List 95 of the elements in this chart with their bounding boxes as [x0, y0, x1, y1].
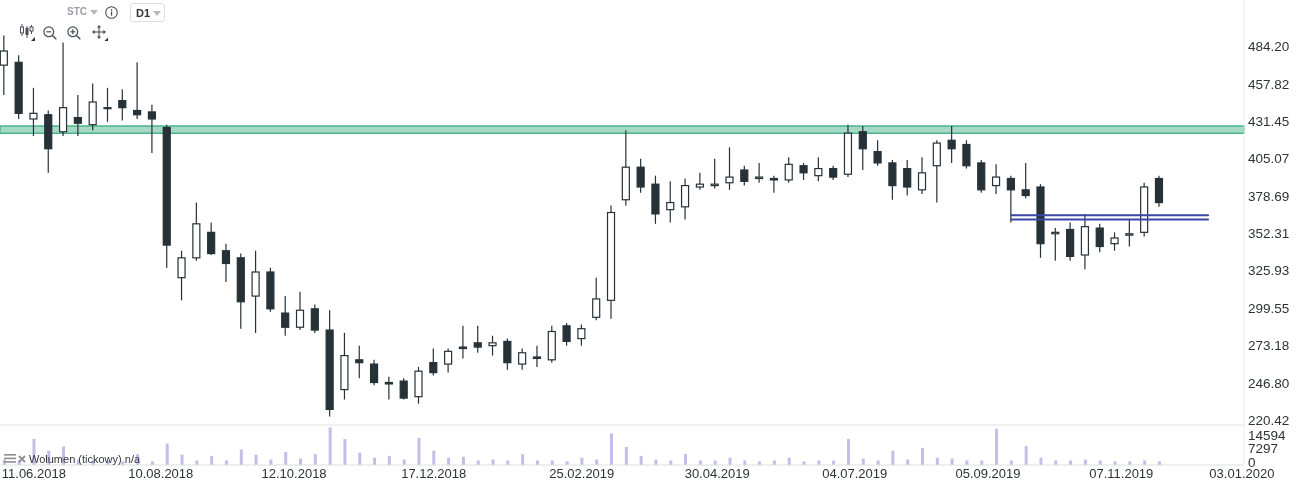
candlestick [103, 87, 112, 123]
candlestick [1021, 162, 1030, 199]
x-tick-label: 07.11.2019 [1089, 466, 1154, 482]
y-tick-label: 431.45 [1248, 113, 1290, 129]
bar [432, 450, 436, 465]
candlestick [133, 61, 142, 120]
candlestick [384, 376, 393, 401]
candlestick [73, 94, 82, 137]
y-tick-label: 299.55 [1248, 300, 1290, 316]
candlestick [755, 162, 764, 184]
bar [684, 453, 688, 465]
bar [624, 446, 628, 465]
candlestick [310, 303, 319, 334]
candlestick [458, 325, 468, 360]
candlestick [903, 159, 912, 197]
y-tick-label: 378.69 [1248, 188, 1290, 204]
bar [284, 451, 288, 465]
bar [313, 454, 317, 465]
x-tick-label: 12.10.2018 [261, 466, 327, 482]
candlestick [695, 172, 704, 191]
candlestick [281, 295, 290, 337]
y-tick-label: 273.18 [1248, 338, 1290, 354]
candlestick [680, 177, 690, 221]
candlestick [221, 243, 231, 283]
candlestick [814, 156, 823, 182]
bar [921, 447, 925, 465]
candlestick [1110, 231, 1119, 252]
candlestick [1095, 223, 1104, 253]
candlestick [444, 347, 453, 374]
candlestick [532, 345, 542, 368]
candlestick [295, 291, 305, 331]
candlestick [503, 337, 512, 371]
candlestick [1006, 175, 1015, 224]
y-tick-label: 325.93 [1248, 263, 1290, 279]
candlestick [518, 347, 527, 371]
candlestick [88, 82, 97, 131]
candlestick [917, 156, 927, 195]
x-tick-label: 04.07.2019 [822, 466, 888, 482]
text: Wolumen (tickowy) n/a [29, 453, 141, 465]
bar [328, 427, 332, 465]
x-tick-label: 11.06.2018 [1, 466, 66, 482]
dropdown-box: D1 [130, 3, 165, 22]
y-tick-label: 484.20 [1248, 39, 1290, 55]
bar [521, 454, 525, 465]
candlestick [769, 175, 779, 194]
candlestick [962, 139, 971, 170]
candlestick [725, 146, 734, 191]
bar [995, 428, 999, 465]
candlestick [947, 125, 956, 164]
x-tick-label: 25.02.2019 [549, 466, 615, 482]
candlestick [858, 125, 867, 171]
y-tick-label: 246.80 [1248, 375, 1290, 391]
x-tick-label: 30.04.2019 [684, 466, 750, 482]
candlestick [1125, 218, 1134, 248]
candlestick [369, 359, 379, 386]
y-tick-label: 7297 [1248, 441, 1279, 457]
candlestick [399, 377, 408, 401]
candlestick [932, 139, 941, 204]
candlestick [29, 87, 38, 137]
candlestick [991, 163, 1001, 195]
candlestick [355, 345, 364, 379]
x-tick-label: 17.12.2018 [401, 466, 467, 482]
candlestick [873, 139, 882, 167]
candlestick [207, 221, 216, 256]
y-tick-label: 352.31 [1248, 226, 1290, 242]
bar [1024, 446, 1028, 465]
candlestick [888, 159, 897, 201]
bar [610, 433, 614, 465]
candlestick [636, 158, 645, 194]
candlestick [577, 323, 586, 347]
candlestick [562, 322, 571, 347]
candlestick [118, 88, 127, 122]
annotation: D1 [136, 7, 151, 19]
y-tick-label: 14594 [1248, 428, 1287, 444]
bar [891, 450, 895, 465]
candlestick [429, 347, 438, 377]
annotation: STC [67, 6, 87, 18]
candlestick [784, 156, 793, 184]
y-tick-label: 220.42 [1248, 412, 1290, 428]
bar [417, 437, 421, 465]
y-tick-label: 457.82 [1248, 76, 1290, 92]
bar [165, 443, 169, 465]
candlestick [740, 165, 749, 187]
bar [343, 439, 347, 465]
bar [846, 439, 850, 465]
candlestick [666, 180, 675, 224]
candlestick [488, 335, 497, 357]
candlestick [177, 250, 186, 301]
y-tick-label: 405.07 [1248, 151, 1290, 167]
bar [239, 449, 243, 465]
candlestick [592, 277, 601, 321]
candlestick [473, 325, 482, 354]
candlestick [147, 104, 157, 154]
x-tick-label: 10.08.2018 [128, 466, 194, 482]
x-tick-label: 05.09.2019 [955, 466, 1021, 482]
